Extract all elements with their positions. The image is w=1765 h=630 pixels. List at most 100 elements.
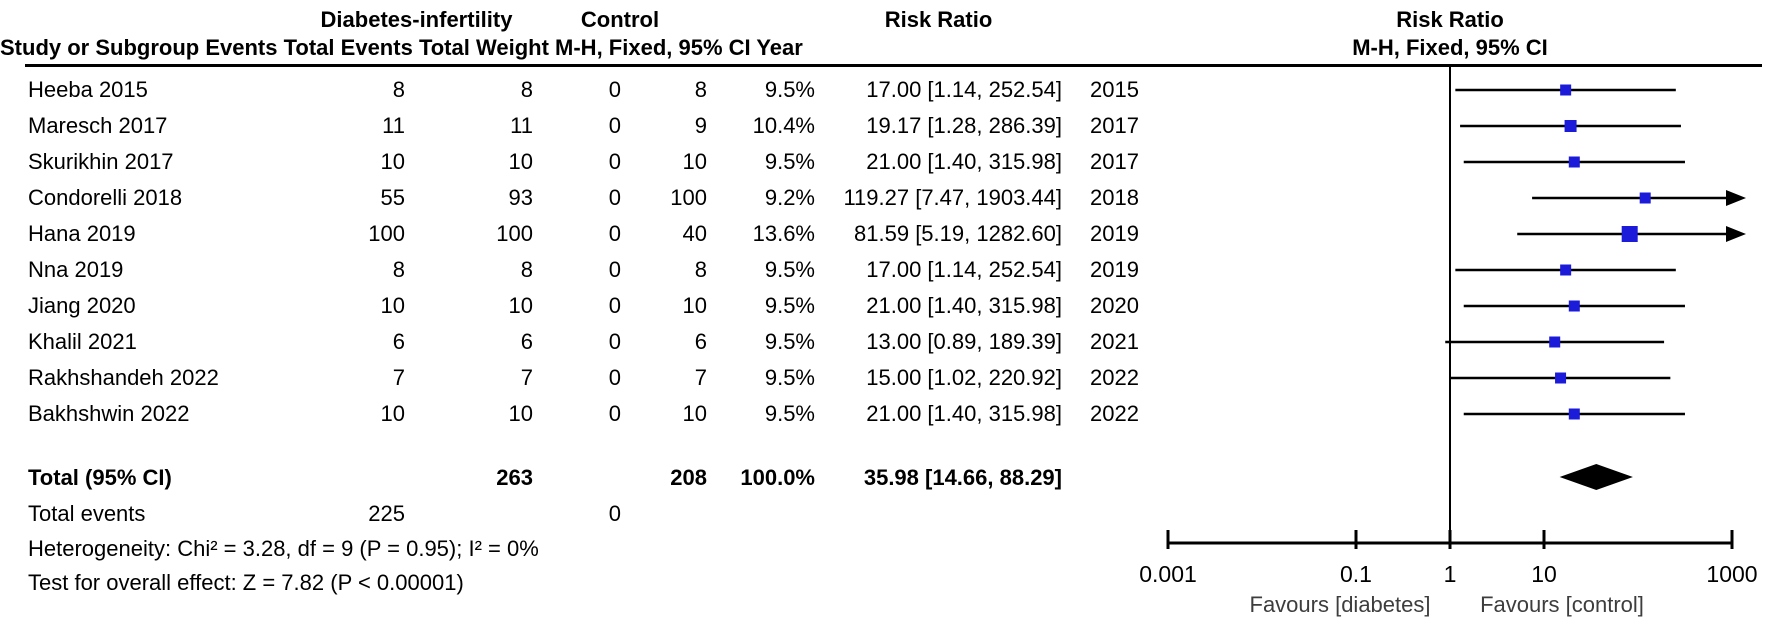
study-row: Rakhshandeh 2022 7 7 0 7 9.5% 15.00 [1.02, 220… (0, 360, 1170, 396)
col-total-exp: Total (283, 35, 335, 60)
study-total-exp: 10 (508, 149, 533, 174)
study-events-ctrl: 0 (608, 401, 621, 426)
plot-subtitle: M-H, Fixed, 95% CI (1352, 35, 1548, 60)
study-name: Hana 2019 (28, 221, 136, 246)
study-total-exp: 7 (520, 365, 533, 390)
study-events-exp: 11 (382, 113, 405, 138)
study-year: 2021 (1090, 329, 1139, 354)
study-name: Bakhshwin 2022 (28, 401, 190, 426)
study-weight: 9.5% (764, 149, 815, 174)
col-effect-ci: M-H, Fixed, 95% CI (555, 35, 751, 60)
axis-tick-label: 1000 (1706, 561, 1757, 587)
group-header-control: Control (580, 7, 660, 32)
study-year: 2022 (1090, 365, 1139, 390)
point-estimate-marker (1555, 372, 1567, 384)
axis-tick-label: 0.1 (1340, 561, 1372, 587)
total-label: Total (95% CI) (28, 465, 172, 490)
study-year: 2017 (1090, 149, 1139, 174)
study-events-ctrl: 0 (608, 77, 621, 102)
study-total-exp: 8 (520, 77, 533, 102)
study-total-ctrl: 10 (682, 149, 707, 174)
study-weight: 10.4% (752, 113, 815, 138)
study-name: Heeba 2015 (28, 77, 148, 102)
study-year: 2015 (1090, 77, 1139, 102)
point-estimate-marker (1639, 192, 1651, 204)
study-weight: 9.5% (764, 293, 815, 318)
favours-right-label: Favours [control] (1480, 592, 1644, 617)
study-events-exp: 8 (392, 257, 405, 282)
total-weight: 100.0% (740, 465, 815, 490)
point-estimate-marker (1560, 264, 1572, 276)
point-estimate-marker (1564, 120, 1577, 132)
favours-left-label: Favours [diabetes] (1250, 592, 1431, 617)
study-events-exp: 100 (368, 221, 405, 246)
study-name: Rakhshandeh 2022 (28, 365, 219, 390)
study-events-exp: 55 (380, 185, 405, 210)
header-rule (25, 64, 1762, 67)
study-total-ctrl: 8 (694, 257, 707, 282)
study-events-ctrl: 0 (608, 113, 621, 138)
col-year: Year (756, 35, 803, 60)
study-name: Khalil 2021 (28, 329, 137, 354)
study-weight: 9.5% (764, 365, 815, 390)
study-weight: 9.5% (764, 329, 815, 354)
study-total-ctrl: 10 (682, 293, 707, 318)
study-effect-ci: 119.27 [7.47, 1903.44] (843, 185, 1062, 210)
study-total-exp: 6 (520, 329, 533, 354)
study-year: 2017 (1090, 113, 1139, 138)
col-weight: Weight (475, 35, 549, 60)
study-total-ctrl: 100 (670, 185, 707, 210)
column-header-row: Study or Subgroup Events Total Events To… (0, 34, 1170, 62)
study-effect-ci: 13.00 [0.89, 189.39] (866, 329, 1062, 354)
col-total-ctrl: Total (418, 35, 470, 60)
study-events-ctrl: 0 (608, 329, 621, 354)
study-name: Nna 2019 (28, 257, 124, 282)
col-events-ctrl: Events (340, 35, 413, 60)
study-effect-ci: 15.00 [1.02, 220.92] (866, 365, 1062, 390)
total-events-exp: 225 (368, 501, 405, 526)
study-total-ctrl: 9 (694, 113, 707, 138)
study-effect-ci: 21.00 [1.40, 315.98] (866, 149, 1062, 174)
study-events-ctrl: 0 (608, 149, 621, 174)
heterogeneity-text: Heterogeneity: Chi² = 3.28, df = 9 (P = … (28, 536, 539, 561)
study-total-exp: 10 (508, 401, 533, 426)
study-year: 2020 (1090, 293, 1139, 318)
total-events-row: Total events 225 0 (0, 497, 1170, 531)
point-estimate-marker (1549, 336, 1561, 348)
study-events-exp: 7 (392, 365, 405, 390)
study-effect-ci: 19.17 [1.28, 286.39] (866, 113, 1062, 138)
study-row: Skurikhin 2017 10 10 0 10 9.5% 21.00 [1.40, 31… (0, 144, 1170, 180)
effect-column-title: Risk Ratio (884, 7, 993, 32)
study-total-exp: 100 (496, 221, 533, 246)
point-estimate-marker (1568, 156, 1580, 168)
axis-tick-label: 1 (1444, 561, 1457, 587)
total-row: Total (95% CI) 263 208 100.0% 35.98 [14.… (0, 460, 1170, 496)
study-total-ctrl: 40 (682, 221, 707, 246)
study-row: Maresch 2017 11 11 0 9 10.4% 19.17 [1.28, 286.… (0, 108, 1170, 144)
study-effect-ci: 21.00 [1.40, 315.98] (866, 293, 1062, 318)
study-total-exp: 93 (508, 185, 533, 210)
study-row: Heeba 2015 8 8 0 8 9.5% 17.00 [1.14, 252.54] 20… (0, 72, 1170, 108)
axis-tick-label: 0.001 (1139, 561, 1197, 587)
overall-effect-row: Test for overall effect: Z = 7.82 (P < 0… (0, 566, 1170, 600)
study-year: 2018 (1090, 185, 1139, 210)
study-events-ctrl: 0 (608, 221, 621, 246)
study-events-exp: 8 (392, 77, 405, 102)
study-events-ctrl: 0 (608, 185, 621, 210)
study-row: Nna 2019 8 8 0 8 9.5% 17.00 [1.14, 252.54] 2019 (0, 252, 1170, 288)
study-total-exp: 11 (510, 113, 533, 138)
study-events-exp: 10 (380, 293, 405, 318)
study-name: Maresch 2017 (28, 113, 168, 138)
study-events-exp: 6 (392, 329, 405, 354)
study-events-ctrl: 0 (608, 293, 621, 318)
study-name: Condorelli 2018 (28, 185, 183, 210)
total-events-ctrl: 0 (608, 501, 621, 526)
study-row: Bakhshwin 2022 10 10 0 10 9.5% 21.00 [1.40, 31… (0, 396, 1170, 432)
study-total-ctrl: 7 (694, 365, 707, 390)
total-effect-ci: 35.98 [14.66, 88.29] (863, 465, 1062, 490)
total-ctrl-n: 208 (670, 465, 707, 490)
col-study-or-subgroup: Study or Subgroup (0, 35, 200, 60)
study-year: 2019 (1090, 221, 1139, 246)
total-exp-n: 263 (496, 465, 533, 490)
